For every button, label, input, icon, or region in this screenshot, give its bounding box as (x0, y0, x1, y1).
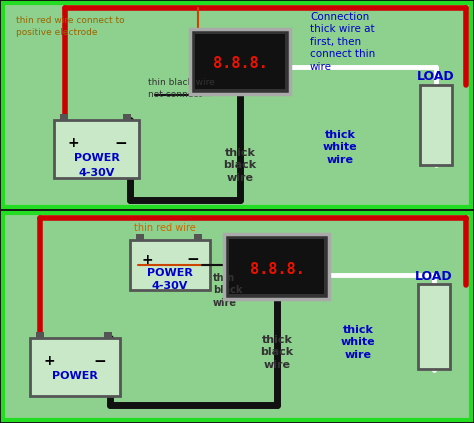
Bar (36, 332, 44, 338)
Text: 4-30V: 4-30V (79, 168, 115, 179)
Bar (30, 338, 120, 396)
Text: thin red wire: thin red wire (134, 223, 196, 233)
Text: −: − (186, 253, 199, 267)
Text: thick
black
wire: thick black wire (223, 148, 256, 183)
Bar (418, 285, 450, 370)
Bar (420, 85, 452, 165)
Text: thick
white
wire: thick white wire (341, 325, 375, 360)
Bar (229, 239, 325, 294)
Bar (130, 240, 210, 290)
Bar (55, 120, 139, 178)
Bar (194, 234, 202, 240)
Bar (61, 114, 69, 120)
Text: 8.8.8.: 8.8.8. (250, 261, 304, 277)
Bar (3, 213, 471, 420)
Bar (195, 35, 285, 90)
Bar (124, 114, 131, 120)
Text: POWER: POWER (147, 267, 193, 277)
Text: 4-30V: 4-30V (152, 281, 188, 291)
Text: POWER: POWER (52, 371, 98, 381)
Bar (136, 234, 144, 240)
Text: thin red wire connect to
positive electrode: thin red wire connect to positive electr… (16, 16, 125, 37)
Bar (190, 30, 290, 94)
Bar (190, 30, 290, 94)
Text: POWER: POWER (74, 153, 120, 163)
Bar (225, 234, 329, 299)
Bar (104, 332, 112, 338)
Text: thin
black
wire: thin black wire (213, 273, 243, 308)
Text: −: − (114, 136, 127, 151)
Text: thick
black
wire: thick black wire (260, 335, 293, 370)
Text: thin black wire
not connect: thin black wire not connect (148, 78, 215, 99)
Text: 8.8.8.: 8.8.8. (213, 57, 267, 71)
Text: −: − (94, 354, 107, 369)
Text: +: + (67, 136, 79, 150)
Bar (3, 3, 471, 207)
Text: LOAD: LOAD (415, 270, 453, 283)
Bar (225, 234, 329, 299)
Text: Connection
thick wire at
first, then
connect thin
wire: Connection thick wire at first, then con… (310, 12, 375, 71)
Bar (190, 30, 290, 94)
Bar (225, 234, 329, 299)
Text: LOAD: LOAD (417, 71, 455, 83)
Text: +: + (142, 253, 154, 267)
Text: thick
white
wire: thick white wire (323, 130, 357, 165)
Text: +: + (44, 354, 55, 368)
